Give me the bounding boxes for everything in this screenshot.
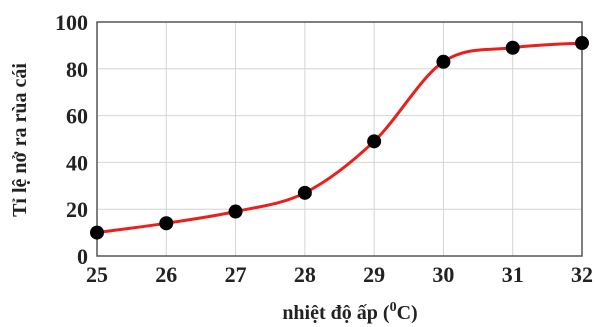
series-line	[96, 41, 583, 235]
y-tick-label-1: 20	[66, 197, 88, 222]
y-tick-label-0: 0	[77, 244, 88, 269]
y-axis-title: Tỉ lệ nở ra rùa cái	[9, 63, 31, 217]
data-point-32	[575, 36, 589, 51]
x-tick-label-0: 25	[86, 262, 108, 287]
y-tick-label-5: 100	[55, 10, 88, 35]
x-axis-title-superscript: 0	[390, 300, 397, 315]
x-axis-title-main: nhiệt độ ấp (	[282, 302, 390, 324]
x-tick-label-2: 27	[225, 262, 247, 287]
x-axis-title-unit: C)	[397, 302, 418, 324]
y-tick-label-2: 40	[66, 150, 88, 175]
x-tick-label-7: 32	[571, 262, 593, 287]
x-tick-label-6: 31	[502, 262, 524, 287]
x-tick-labels: 25 26 27 28 29 30 31 32	[86, 262, 593, 287]
data-point-28	[297, 185, 312, 200]
x-tick-label-4: 29	[363, 262, 385, 287]
y-tick-labels: 0 20 40 60 80 100	[55, 10, 88, 269]
x-axis-title: nhiệt độ ấp (0C)	[282, 300, 417, 324]
data-point-27	[228, 204, 243, 219]
data-point-31	[505, 40, 520, 55]
y-tick-label-3: 60	[66, 104, 88, 129]
data-point-30	[436, 54, 451, 69]
data-points	[90, 36, 589, 240]
data-point-29	[367, 134, 382, 149]
x-tick-label-5: 30	[432, 262, 454, 287]
data-point-25	[90, 225, 104, 240]
x-tick-label-3: 28	[294, 262, 316, 287]
plot-area-frame	[96, 21, 583, 257]
data-point-26	[159, 216, 174, 231]
x-tick-label-1: 26	[155, 262, 177, 287]
y-tick-label-4: 80	[66, 57, 88, 82]
